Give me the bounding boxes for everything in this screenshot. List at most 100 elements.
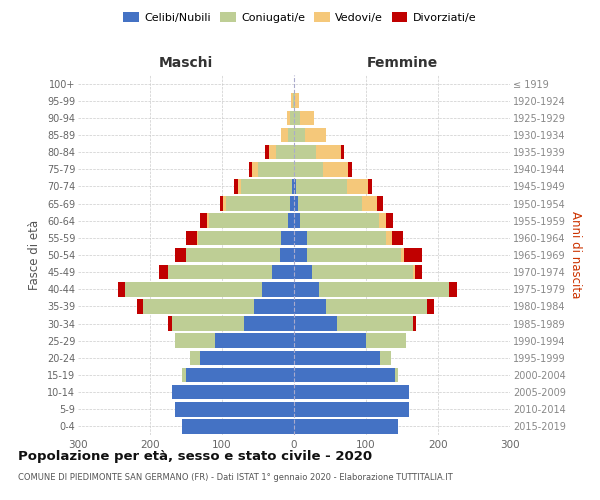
- Bar: [137, 299, 143, 314]
- Bar: [288, 128, 294, 142]
- Bar: [248, 162, 252, 176]
- Bar: [281, 128, 288, 142]
- Text: Popolazione per età, sesso e stato civile - 2020: Popolazione per età, sesso e stato civil…: [18, 450, 372, 463]
- Bar: [215, 334, 294, 348]
- Bar: [223, 196, 226, 211]
- Bar: [326, 299, 427, 314]
- Bar: [197, 230, 198, 245]
- Bar: [427, 299, 434, 314]
- Bar: [395, 368, 398, 382]
- Bar: [254, 299, 294, 314]
- Bar: [190, 350, 200, 365]
- Bar: [294, 316, 337, 331]
- Bar: [143, 299, 254, 314]
- Bar: [294, 248, 307, 262]
- Bar: [186, 248, 280, 262]
- Bar: [244, 316, 294, 331]
- Bar: [404, 248, 422, 262]
- Bar: [379, 214, 386, 228]
- Bar: [290, 110, 294, 125]
- Bar: [294, 282, 319, 296]
- Text: COMUNE DI PIEDIMONTE SAN GERMANO (FR) - Dati ISTAT 1° gennaio 2020 - Elaborazion: COMUNE DI PIEDIMONTE SAN GERMANO (FR) - …: [18, 472, 453, 482]
- Bar: [337, 316, 413, 331]
- Bar: [288, 214, 294, 228]
- Y-axis label: Anni di nascita: Anni di nascita: [569, 212, 583, 298]
- Bar: [380, 350, 391, 365]
- Bar: [294, 110, 300, 125]
- Bar: [294, 402, 409, 416]
- Y-axis label: Fasce di età: Fasce di età: [28, 220, 41, 290]
- Bar: [220, 196, 223, 211]
- Bar: [168, 265, 272, 280]
- Bar: [294, 419, 398, 434]
- Bar: [168, 316, 172, 331]
- Bar: [182, 419, 294, 434]
- Bar: [175, 248, 186, 262]
- Bar: [172, 316, 244, 331]
- Bar: [415, 265, 422, 280]
- Bar: [341, 145, 344, 160]
- Bar: [294, 145, 316, 160]
- Bar: [118, 282, 125, 296]
- Bar: [186, 368, 294, 382]
- Bar: [198, 230, 281, 245]
- Bar: [175, 402, 294, 416]
- Bar: [316, 145, 341, 160]
- Bar: [366, 334, 406, 348]
- Bar: [258, 162, 294, 176]
- Bar: [362, 196, 377, 211]
- Bar: [312, 265, 413, 280]
- Bar: [291, 94, 293, 108]
- Bar: [348, 162, 352, 176]
- Bar: [262, 282, 294, 296]
- Bar: [392, 230, 403, 245]
- Bar: [323, 162, 348, 176]
- Bar: [207, 214, 209, 228]
- Bar: [294, 334, 366, 348]
- Bar: [377, 196, 383, 211]
- Bar: [347, 179, 368, 194]
- Bar: [241, 179, 292, 194]
- Bar: [307, 230, 386, 245]
- Bar: [307, 248, 401, 262]
- Bar: [413, 316, 416, 331]
- Bar: [226, 196, 290, 211]
- Bar: [160, 265, 168, 280]
- Text: Maschi: Maschi: [159, 56, 213, 70]
- Bar: [294, 385, 409, 400]
- Bar: [305, 128, 326, 142]
- Bar: [175, 334, 215, 348]
- Bar: [294, 299, 326, 314]
- Bar: [386, 230, 392, 245]
- Bar: [234, 179, 238, 194]
- Bar: [296, 179, 347, 194]
- Bar: [294, 162, 323, 176]
- Bar: [290, 196, 294, 211]
- Bar: [238, 179, 241, 194]
- Bar: [300, 110, 314, 125]
- Bar: [200, 214, 207, 228]
- Bar: [200, 350, 294, 365]
- Legend: Celibi/Nubili, Coniugati/e, Vedovi/e, Divorziati/e: Celibi/Nubili, Coniugati/e, Vedovi/e, Di…: [119, 8, 481, 28]
- Bar: [272, 265, 294, 280]
- Bar: [292, 179, 294, 194]
- Bar: [293, 94, 294, 108]
- Bar: [172, 385, 294, 400]
- Bar: [287, 110, 290, 125]
- Bar: [265, 145, 269, 160]
- Bar: [294, 179, 296, 194]
- Bar: [449, 282, 457, 296]
- Bar: [319, 282, 449, 296]
- Bar: [276, 145, 294, 160]
- Bar: [125, 282, 262, 296]
- Bar: [294, 265, 312, 280]
- Bar: [413, 265, 415, 280]
- Bar: [401, 248, 404, 262]
- Bar: [298, 196, 362, 211]
- Bar: [252, 162, 258, 176]
- Bar: [280, 248, 294, 262]
- Bar: [368, 179, 372, 194]
- Bar: [294, 230, 307, 245]
- Bar: [294, 196, 298, 211]
- Bar: [294, 94, 295, 108]
